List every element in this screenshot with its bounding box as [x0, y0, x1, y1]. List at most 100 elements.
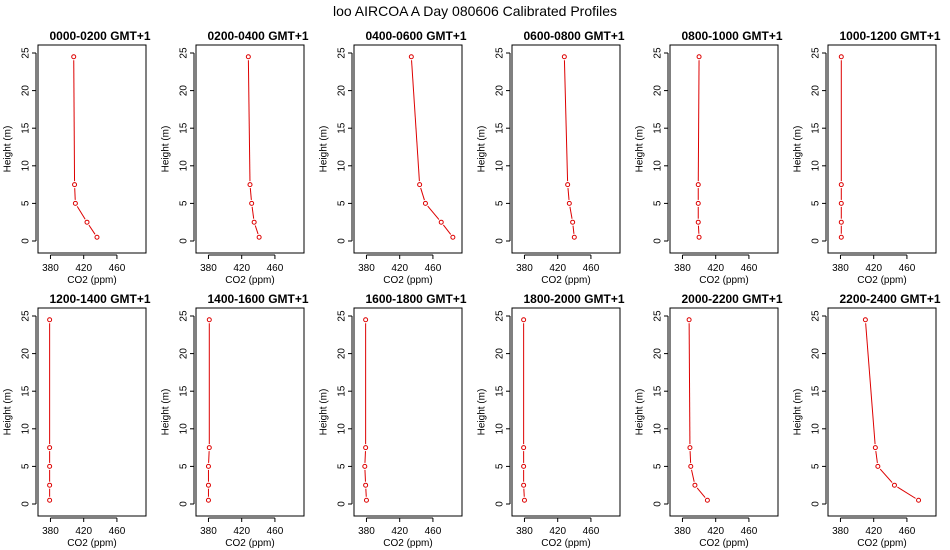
series-segment: [691, 469, 695, 482]
data-point: [47, 463, 53, 469]
x-tick-label: 460: [583, 263, 600, 274]
series-0: [47, 317, 53, 503]
series-0: [408, 54, 456, 240]
y-tick-label: 25: [337, 310, 348, 322]
panel-title: 1400-1600 GMT+1: [207, 292, 308, 306]
plot-frame: [195, 307, 305, 517]
data-point: [838, 234, 844, 240]
data-point: [247, 182, 253, 188]
x-tick-label: 380: [200, 263, 217, 274]
data-point: [408, 54, 414, 60]
data-point: [47, 445, 53, 451]
y-axis: 0 5 10 15 20 25 Height (m): [319, 47, 353, 244]
y-tick-label: 10: [653, 160, 664, 172]
y-tick-label: 25: [811, 310, 822, 322]
panel-title: 2200-2400 GMT+1: [839, 292, 940, 306]
panel-title: 1000-1200 GMT+1: [839, 29, 940, 43]
data-point: [47, 317, 53, 323]
x-axis-label: CO2 (ppm): [225, 538, 274, 549]
data-point: [891, 482, 897, 488]
y-tick-label: 5: [179, 200, 190, 206]
y-tick-label: 0: [653, 238, 664, 244]
y-axis-label: Height (m): [635, 389, 646, 436]
series-segment: [251, 206, 255, 219]
data-point: [521, 497, 527, 503]
data-point: [875, 463, 881, 469]
y-tick-label: 20: [653, 348, 664, 360]
x-tick-label: 460: [267, 526, 284, 537]
plot-frame: [511, 307, 621, 517]
series-0: [686, 317, 710, 503]
y-tick-label: 15: [811, 122, 822, 134]
y-axis-label: Height (m): [477, 389, 488, 436]
x-tick-label: 380: [674, 263, 691, 274]
y-tick-label: 5: [653, 200, 664, 206]
y-tick-label: 25: [21, 310, 32, 322]
panel-title: 1600-1800 GMT+1: [365, 292, 466, 306]
x-axis-label: CO2 (ppm): [383, 538, 432, 549]
y-tick-label: 0: [495, 238, 506, 244]
series-segment: [427, 205, 440, 220]
series-0: [838, 54, 844, 240]
series-0: [205, 317, 212, 503]
y-tick-label: 25: [811, 47, 822, 59]
y-tick-label: 15: [495, 385, 506, 397]
x-axis-label: CO2 (ppm): [699, 275, 748, 286]
y-tick-label: 20: [179, 85, 190, 97]
y-tick-label: 10: [21, 160, 32, 172]
x-tick-label: 380: [358, 526, 375, 537]
series-segment: [364, 469, 366, 482]
data-point: [704, 497, 710, 503]
series-segment: [364, 451, 366, 463]
y-tick-label: 0: [495, 501, 506, 507]
data-point: [94, 234, 100, 240]
data-point: [47, 497, 53, 503]
x-axis-label: CO2 (ppm): [67, 538, 116, 549]
y-tick-label: 5: [653, 463, 664, 469]
y-tick-label: 10: [179, 160, 190, 172]
data-point: [570, 219, 576, 225]
panel-title: 1800-2000 GMT+1: [523, 292, 624, 306]
series-segment: [875, 451, 878, 463]
data-point: [521, 463, 527, 469]
data-point: [687, 445, 693, 451]
x-tick-label: 460: [899, 263, 916, 274]
data-point: [692, 482, 698, 488]
y-tick-label: 15: [495, 122, 506, 134]
series-segment: [73, 60, 76, 182]
y-tick-label: 10: [653, 423, 664, 435]
x-tick-label: 420: [865, 263, 882, 274]
data-point: [696, 234, 702, 240]
y-axis-label: Height (m): [793, 389, 804, 436]
y-tick-label: 10: [179, 423, 190, 435]
series-segment: [688, 323, 691, 445]
data-point: [205, 497, 211, 503]
series-segment: [563, 60, 569, 182]
y-tick-label: 10: [811, 423, 822, 435]
plot-frame: [353, 307, 463, 517]
y-axis: 0 5 10 15 20 25 Height (m): [319, 310, 353, 507]
y-tick-label: 5: [811, 463, 822, 469]
data-point: [422, 200, 428, 206]
series-segment: [254, 225, 259, 235]
series-segment: [865, 323, 876, 445]
y-tick-label: 15: [21, 385, 32, 397]
x-tick-label: 460: [741, 263, 758, 274]
x-tick-label: 460: [267, 263, 284, 274]
y-tick-label: 25: [495, 47, 506, 59]
series-segment: [569, 206, 573, 219]
y-tick-label: 5: [495, 200, 506, 206]
y-tick-label: 15: [653, 122, 664, 134]
data-point: [363, 317, 369, 323]
y-tick-label: 10: [21, 423, 32, 435]
y-tick-label: 0: [21, 501, 32, 507]
x-tick-label: 380: [42, 263, 59, 274]
series-segment: [411, 60, 420, 182]
